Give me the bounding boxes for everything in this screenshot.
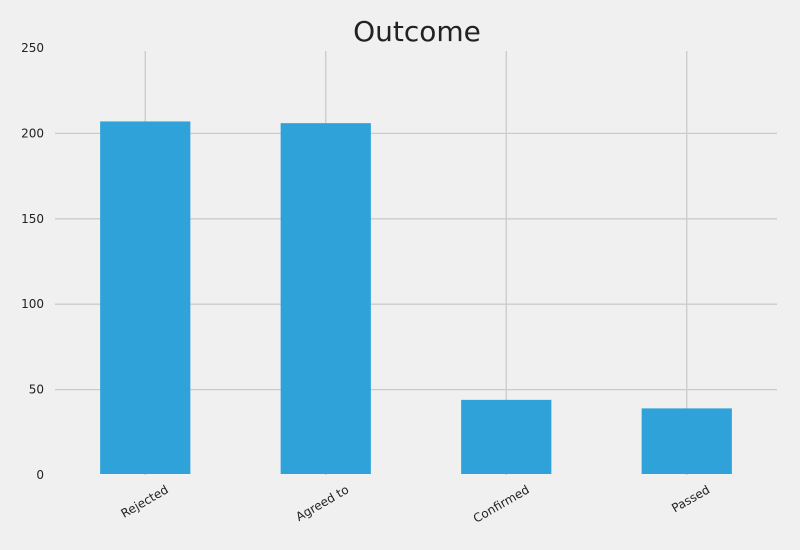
bar-agreed-to — [280, 123, 371, 474]
y-axis-ticks: 0 50 100 150 200 250 — [21, 41, 44, 482]
x-tick-label: Agreed to — [293, 482, 351, 523]
bar-confirmed — [461, 399, 552, 474]
y-tick-label: 50 — [29, 383, 44, 397]
chart-title: Outcome — [353, 15, 481, 48]
x-axis-ticks: Rejected Agreed to Confirmed Passed — [119, 482, 713, 525]
bar-passed — [641, 408, 732, 474]
y-tick-label: 200 — [21, 126, 44, 140]
y-tick-label: 150 — [21, 212, 44, 226]
x-tick-label: Rejected — [119, 482, 171, 520]
x-tick-label: Passed — [669, 482, 712, 515]
y-tick-label: 0 — [36, 468, 44, 482]
y-tick-label: 250 — [21, 41, 44, 55]
bars — [100, 121, 732, 474]
bar-rejected — [100, 121, 191, 474]
x-tick-label: Confirmed — [471, 482, 532, 525]
y-tick-label: 100 — [21, 297, 44, 311]
